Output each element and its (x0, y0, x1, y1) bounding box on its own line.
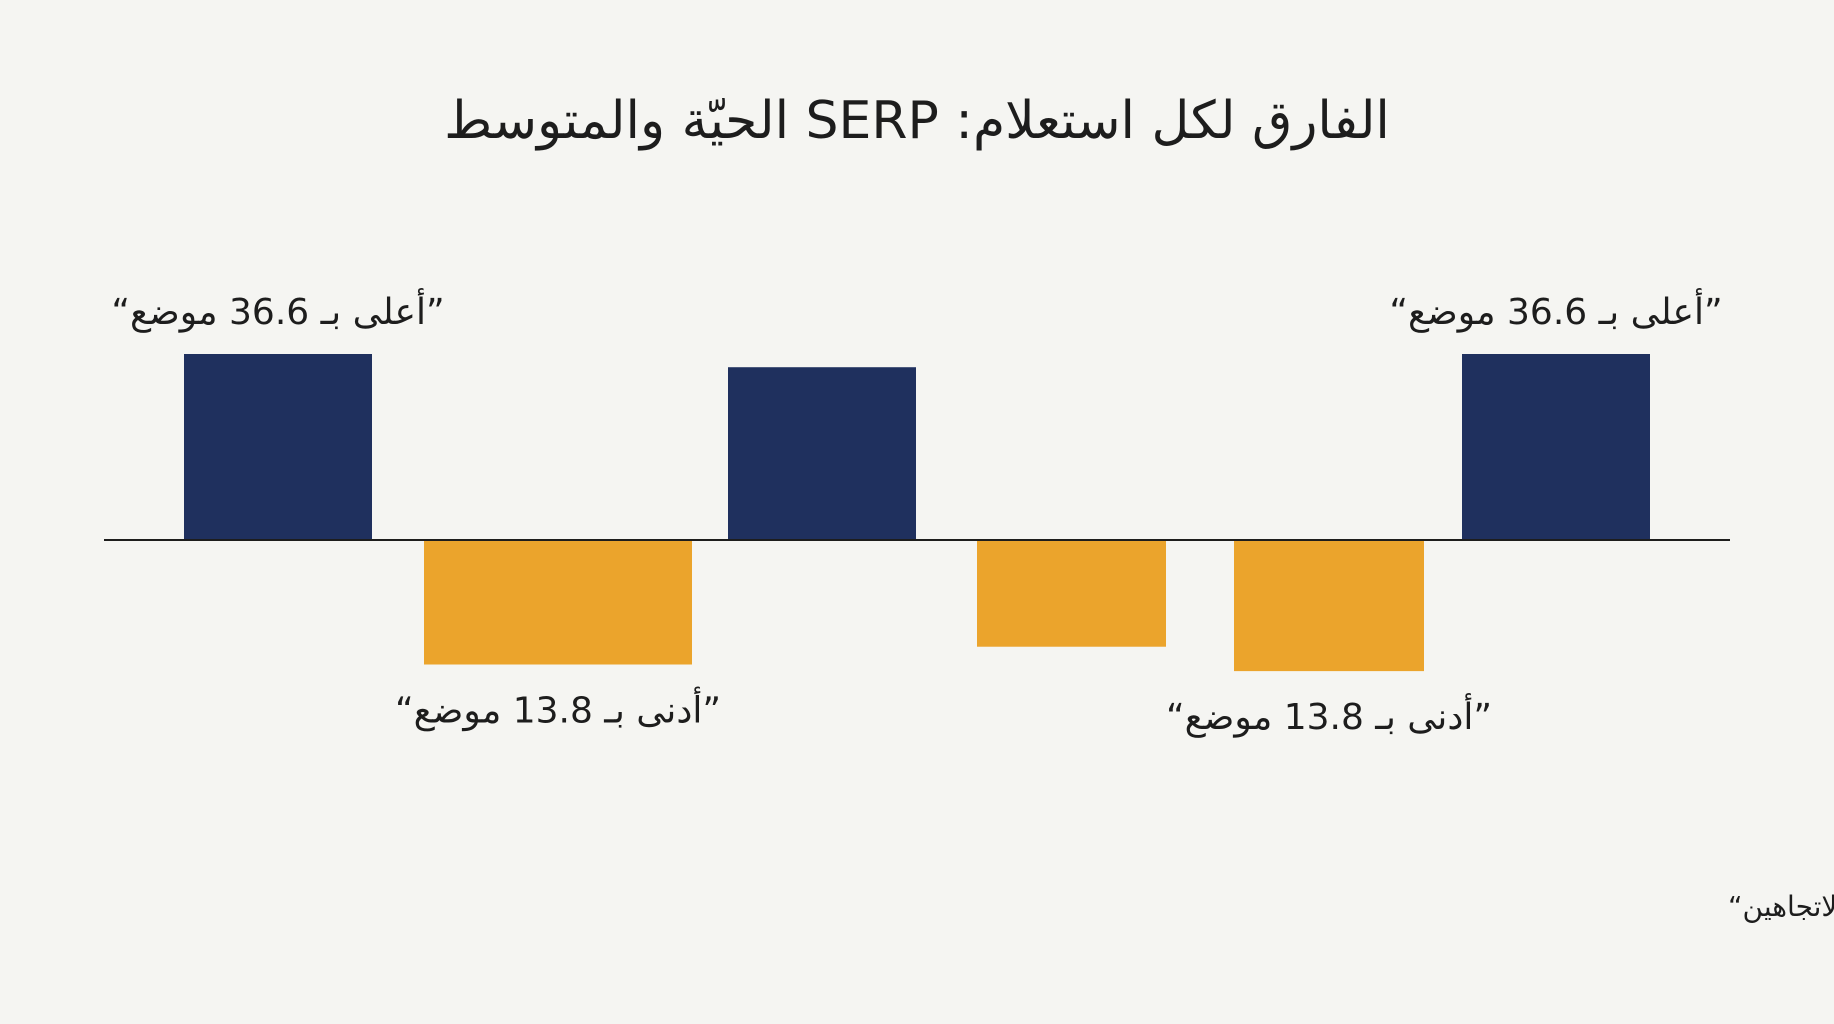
bar-2 (424, 540, 692, 665)
bar-annotation-1: ”أعلى بـ 36.6 موضع“ (111, 288, 444, 333)
chart-title: الفارق لكل استعلام: SERP الحيّة والمتوسط (444, 91, 1390, 151)
bars-group (184, 354, 1650, 672)
bar-1 (184, 354, 372, 540)
bar-5 (1234, 540, 1424, 672)
bar-4 (977, 540, 1166, 647)
bar-annotation-4: ”أدنى بـ 13.8 موضع“ (1166, 693, 1492, 738)
bar-annotation-3: ”أدنى بـ 13.8 موضع“ (395, 687, 721, 732)
annotations-group: ”أعلى بـ 36.6 موضع“ ”أعلى بـ 36.6 موضع“ ”أ… (111, 288, 1722, 738)
bar-6 (1462, 354, 1650, 540)
bar-3 (728, 367, 916, 540)
chart-footnote: ”الفارق يمتد في الاتجاهين“ (1728, 890, 1834, 923)
bar-annotation-2: ”أعلى بـ 36.6 موضع“ (1389, 288, 1722, 333)
